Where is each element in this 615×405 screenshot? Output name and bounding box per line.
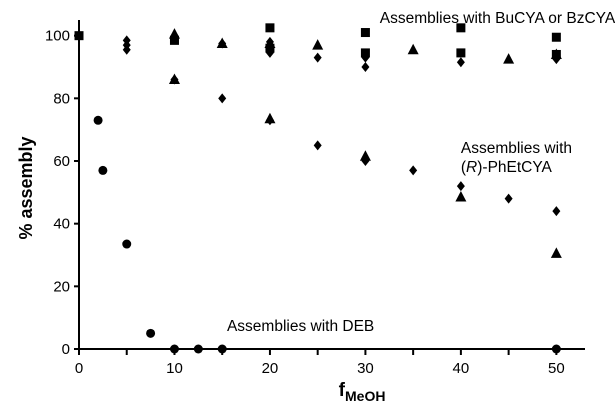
data-point-diamond [313, 52, 322, 63]
data-point-circle [93, 115, 103, 125]
data-point-diamond [409, 165, 418, 176]
data-point-circle [169, 344, 179, 354]
data-point-square [265, 23, 275, 33]
data-point-square [360, 28, 370, 38]
data-point-diamond [122, 44, 131, 55]
data-point-triangle [168, 28, 180, 39]
x-axis-title-subscript: MeOH [345, 388, 385, 404]
data-point-square [456, 48, 466, 58]
data-point-circle [193, 344, 203, 354]
data-point-square [74, 31, 84, 41]
data-point-square [456, 23, 466, 33]
data-point-triangle [455, 191, 467, 202]
data-point-triangle [407, 43, 419, 55]
y-tick-label: 60 [53, 153, 70, 170]
tick-labels: 0 20 40 60 80 100 0 10 20 30 40 50 [45, 28, 565, 377]
y-axis-title: % assembly [16, 136, 36, 239]
axes [74, 20, 585, 355]
y-tick-label: 0 [62, 341, 70, 358]
data-point-diamond [456, 181, 465, 192]
data-point-triangle [216, 37, 228, 48]
data-point-triangle [264, 112, 276, 124]
data-point-circle [217, 344, 227, 354]
y-tick-label: 100 [45, 28, 70, 45]
x-tick-label: 50 [548, 360, 565, 377]
data-point-triangle [168, 73, 180, 85]
annotation-label: Assemblies with BuCYA or BzCYA [380, 10, 615, 27]
data-point-triangle [264, 37, 276, 48]
x-axis-title-main: f [339, 380, 346, 401]
annotation-line-2-rest: )-PhEtCYA [477, 159, 552, 176]
annotations: Assemblies with BuCYA or BzCYA Assemblies… [227, 10, 615, 335]
data-point-diamond [265, 47, 274, 58]
data-point-diamond [361, 62, 370, 72]
data-point-triangle [550, 247, 562, 258]
data-point-circle [146, 328, 156, 338]
data-point-diamond [504, 193, 513, 204]
x-tick-label: 10 [166, 360, 183, 377]
data-point-triangle [359, 150, 371, 161]
annotation-label: Assemblies with DEB [227, 318, 374, 335]
data-point-square [551, 32, 561, 42]
data-point-triangle [550, 48, 562, 59]
data-point-diamond [361, 52, 370, 63]
data-points [74, 23, 562, 354]
data-point-circle [98, 165, 108, 175]
y-tick-label: 20 [53, 278, 70, 295]
data-point-diamond [456, 57, 465, 68]
data-point-diamond [218, 93, 227, 104]
annotation-line-2-paren-open: ( [461, 159, 467, 176]
x-axis-title: f [339, 380, 346, 401]
annotation-line-1: Assemblies with [461, 140, 572, 157]
annotation-label-multiline: Assemblies with (R)-PhEtCYA [461, 140, 572, 176]
data-point-diamond [313, 140, 322, 151]
data-point-circle [551, 344, 561, 354]
y-tick-label: 80 [53, 90, 70, 107]
data-point-diamond [552, 206, 561, 217]
x-tick-label: 40 [453, 360, 470, 377]
annotation-line-2-italic: R [466, 159, 477, 176]
x-tick-label: 20 [262, 360, 279, 377]
x-tick-label: 0 [75, 360, 83, 377]
data-point-triangle [312, 39, 324, 50]
x-tick-label: 30 [357, 360, 374, 377]
data-point-circle [122, 239, 132, 249]
data-point-triangle [503, 53, 515, 64]
y-tick-label: 40 [53, 216, 70, 233]
